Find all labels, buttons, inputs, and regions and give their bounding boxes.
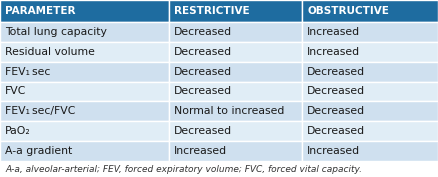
Text: Decreased: Decreased xyxy=(307,126,365,136)
Bar xyxy=(169,22,302,42)
Bar xyxy=(302,0,438,22)
Bar xyxy=(0,0,169,22)
Bar xyxy=(169,42,302,62)
Text: Normal to increased: Normal to increased xyxy=(173,106,284,116)
Bar xyxy=(302,42,438,62)
Text: FEV₁ sec: FEV₁ sec xyxy=(5,67,50,77)
Text: Residual volume: Residual volume xyxy=(5,47,95,57)
Bar xyxy=(302,121,438,141)
Bar xyxy=(302,22,438,42)
Text: Decreased: Decreased xyxy=(307,106,365,116)
Bar xyxy=(0,22,169,42)
Bar xyxy=(169,62,302,82)
Text: Increased: Increased xyxy=(307,47,360,57)
Bar xyxy=(0,62,169,82)
Bar xyxy=(169,101,302,121)
Bar xyxy=(169,0,302,22)
Bar xyxy=(0,141,169,161)
Text: Decreased: Decreased xyxy=(173,87,232,96)
Bar xyxy=(0,82,169,101)
Text: Decreased: Decreased xyxy=(173,47,232,57)
Bar xyxy=(302,141,438,161)
Text: Increased: Increased xyxy=(307,146,360,156)
Bar xyxy=(0,101,169,121)
Text: A-a gradient: A-a gradient xyxy=(5,146,72,156)
Bar xyxy=(0,121,169,141)
Bar xyxy=(302,62,438,82)
Text: Increased: Increased xyxy=(307,27,360,37)
Text: Decreased: Decreased xyxy=(173,126,232,136)
Bar xyxy=(302,101,438,121)
Text: PARAMETER: PARAMETER xyxy=(5,6,75,16)
Bar xyxy=(0,42,169,62)
Text: Total lung capacity: Total lung capacity xyxy=(5,27,107,37)
Text: Increased: Increased xyxy=(173,146,227,156)
Bar xyxy=(169,82,302,101)
Text: RESTRICTIVE: RESTRICTIVE xyxy=(173,6,249,16)
Text: A-a, alveolar-arterial; FEV, forced expiratory volume; FVC, forced vital capacit: A-a, alveolar-arterial; FEV, forced expi… xyxy=(5,164,362,173)
Bar xyxy=(302,82,438,101)
Text: Decreased: Decreased xyxy=(173,27,232,37)
Text: PaO₂: PaO₂ xyxy=(5,126,31,136)
Text: Decreased: Decreased xyxy=(173,67,232,77)
Text: Decreased: Decreased xyxy=(307,67,365,77)
Text: OBSTRUCTIVE: OBSTRUCTIVE xyxy=(307,6,389,16)
Text: Decreased: Decreased xyxy=(307,87,365,96)
Text: FVC: FVC xyxy=(5,87,26,96)
Text: FEV₁ sec/FVC: FEV₁ sec/FVC xyxy=(5,106,75,116)
Bar xyxy=(0,161,438,177)
Bar xyxy=(169,141,302,161)
Bar xyxy=(169,121,302,141)
